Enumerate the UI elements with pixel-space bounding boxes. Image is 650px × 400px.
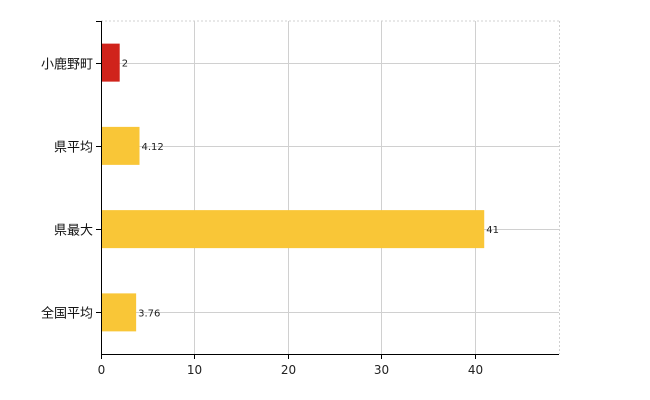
bar <box>101 43 120 82</box>
category-label: 県最大 <box>54 224 93 239</box>
category-label: 県平均 <box>54 141 93 156</box>
x-tick-label: 30 <box>374 363 389 377</box>
bar <box>101 126 140 165</box>
data-label: 3.76 <box>138 308 160 319</box>
bar <box>101 293 137 332</box>
bar-layer <box>101 43 485 332</box>
category-label: 小鹿野町 <box>41 57 93 73</box>
x-tick-label: 20 <box>281 363 296 377</box>
data-label: 41 <box>486 225 499 236</box>
data-label: 2 <box>122 59 128 70</box>
bar <box>101 210 485 249</box>
data-label: 4.12 <box>142 142 164 153</box>
x-tick-label: 40 <box>468 363 483 377</box>
axis-layer <box>96 21 559 359</box>
category-label: 全国平均 <box>41 306 93 322</box>
x-tick-label: 0 <box>98 363 106 377</box>
grid-layer <box>101 20 560 354</box>
x-tick-label: 10 <box>187 363 202 377</box>
